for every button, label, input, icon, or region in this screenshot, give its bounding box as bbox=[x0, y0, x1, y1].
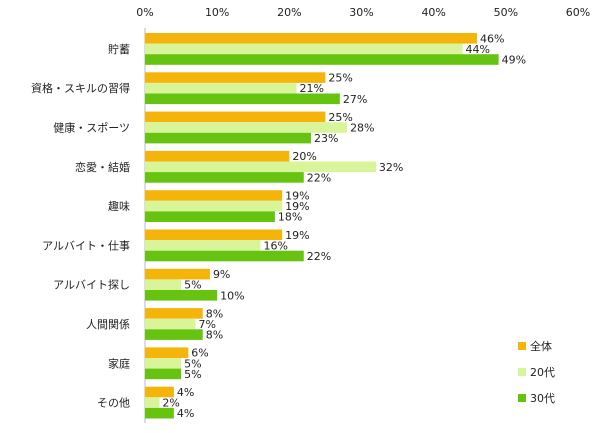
x-tick-label: 10% bbox=[205, 6, 229, 19]
data-label: 46% bbox=[480, 32, 504, 45]
bar-all bbox=[145, 72, 326, 83]
data-label: 20% bbox=[292, 150, 316, 163]
bar-30s bbox=[145, 407, 174, 419]
category-label: 健康・スポーツ bbox=[53, 121, 130, 135]
category-label: アルバイト・仕事 bbox=[42, 239, 130, 252]
bar-30s bbox=[145, 250, 304, 262]
bar-20s bbox=[145, 82, 297, 94]
data-label: 7% bbox=[199, 318, 216, 331]
bar-20s bbox=[145, 358, 182, 369]
data-label: 19% bbox=[285, 190, 309, 203]
data-label: 4% bbox=[177, 407, 194, 420]
bar-all bbox=[145, 33, 477, 44]
bar-20s bbox=[145, 240, 261, 251]
bar-30s bbox=[145, 132, 311, 144]
data-label: 5% bbox=[184, 357, 201, 370]
category-label: 家庭 bbox=[108, 356, 130, 370]
bar-30s bbox=[145, 211, 275, 222]
bar-all bbox=[145, 111, 326, 123]
legend-swatch bbox=[518, 368, 526, 376]
bar-20s bbox=[145, 43, 463, 55]
x-tick-label: 30% bbox=[349, 6, 373, 19]
x-tick-label: 40% bbox=[421, 6, 445, 19]
x-tick-label: 20% bbox=[277, 6, 301, 19]
legend-swatch bbox=[518, 394, 526, 402]
bar-20s bbox=[145, 161, 376, 173]
data-label: 25% bbox=[328, 72, 352, 85]
bar-30s bbox=[145, 93, 340, 105]
data-label: 49% bbox=[502, 54, 526, 67]
legend-label: 30代 bbox=[530, 392, 555, 405]
bar-all bbox=[145, 190, 283, 201]
legend-label: 20代 bbox=[530, 366, 555, 379]
bar-all bbox=[145, 229, 283, 241]
data-label: 5% bbox=[184, 368, 201, 381]
data-label: 44% bbox=[466, 43, 490, 56]
bar-20s bbox=[145, 318, 196, 330]
data-label: 6% bbox=[191, 347, 208, 360]
bar-30s bbox=[145, 290, 218, 301]
data-label: 9% bbox=[213, 268, 230, 281]
x-tick-label: 50% bbox=[494, 6, 518, 19]
bar-30s bbox=[145, 54, 499, 65]
category-label: その他 bbox=[97, 397, 130, 410]
x-tick-label: 60% bbox=[566, 6, 590, 19]
x-tick-label: 0% bbox=[136, 6, 153, 19]
bar-20s bbox=[145, 200, 283, 212]
bar-all bbox=[145, 268, 210, 280]
category-label: 趣味 bbox=[108, 199, 130, 213]
data-label: 8% bbox=[206, 329, 223, 342]
data-label: 23% bbox=[314, 132, 338, 145]
category-label: 貯蓄 bbox=[108, 43, 130, 56]
category-label: アルバイト探し bbox=[53, 279, 130, 292]
bar-30s bbox=[145, 368, 182, 380]
bar-20s bbox=[145, 122, 348, 133]
category-label: 資格・スキルの習得 bbox=[31, 81, 130, 95]
data-label: 2% bbox=[162, 397, 179, 410]
data-label: 19% bbox=[285, 229, 309, 242]
data-label: 22% bbox=[307, 250, 331, 263]
bar-30s bbox=[145, 172, 304, 183]
data-label: 16% bbox=[263, 239, 287, 252]
legend-swatch bbox=[518, 342, 526, 350]
data-label: 32% bbox=[379, 161, 403, 174]
bar-all bbox=[145, 308, 203, 319]
data-label: 10% bbox=[220, 289, 244, 302]
category-label: 恋愛・結婚 bbox=[75, 160, 130, 174]
data-label: 22% bbox=[307, 171, 331, 184]
data-label: 4% bbox=[177, 386, 194, 399]
bar-all bbox=[145, 347, 189, 358]
bar-20s bbox=[145, 279, 182, 290]
bar-30s bbox=[145, 329, 203, 340]
data-label: 8% bbox=[206, 307, 223, 320]
data-label: 21% bbox=[300, 82, 324, 95]
data-label: 25% bbox=[328, 111, 352, 124]
data-label: 27% bbox=[343, 93, 367, 106]
data-label: 18% bbox=[278, 211, 302, 224]
bar-all bbox=[145, 150, 290, 162]
bar-all bbox=[145, 386, 174, 398]
legend-label: 全体 bbox=[530, 339, 552, 353]
data-label: 5% bbox=[184, 279, 201, 292]
bar-20s bbox=[145, 397, 160, 408]
data-label: 28% bbox=[350, 122, 374, 135]
category-label: 人間関係 bbox=[86, 318, 130, 331]
data-label: 19% bbox=[285, 200, 309, 213]
